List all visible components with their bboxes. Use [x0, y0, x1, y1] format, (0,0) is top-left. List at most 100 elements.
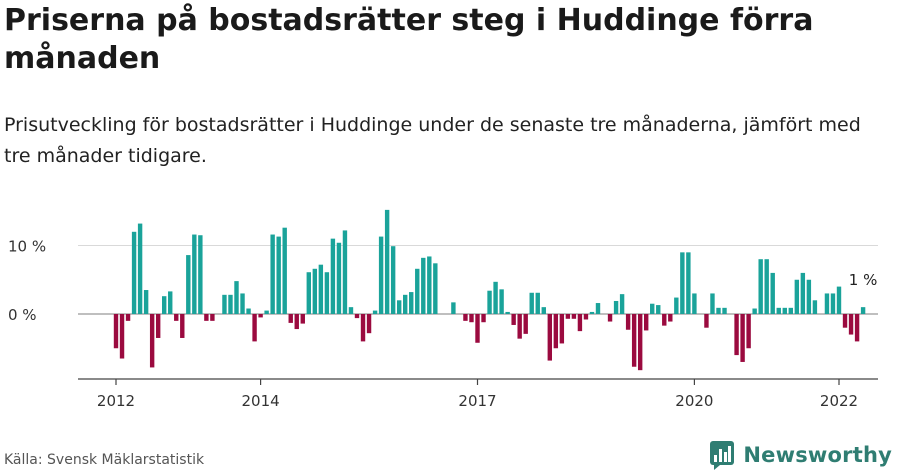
bar	[469, 314, 474, 323]
source-note: Källa: Svensk Mäklarstatistik	[4, 452, 205, 468]
y-tick-label: 0 %	[8, 306, 37, 324]
bar	[644, 314, 649, 331]
bar	[577, 314, 583, 332]
bar	[517, 314, 522, 339]
bar	[131, 231, 137, 314]
bar	[806, 279, 812, 314]
bar	[493, 281, 498, 315]
bar	[499, 289, 504, 314]
bar	[559, 314, 565, 344]
bar	[668, 314, 673, 322]
bar	[258, 314, 263, 318]
axis-layer	[78, 378, 878, 385]
bar	[427, 256, 432, 314]
chart-title: Priserna på bostadsrätter steg i Hudding…	[4, 3, 814, 76]
bar	[848, 314, 854, 335]
bar	[276, 236, 281, 314]
bar	[565, 314, 571, 319]
bar	[324, 272, 330, 314]
bar	[505, 311, 510, 314]
bar	[776, 307, 781, 314]
bar	[812, 300, 818, 314]
bar	[571, 314, 577, 319]
bar	[854, 314, 860, 342]
grid-layer	[78, 245, 878, 315]
x-tick-label: 2017	[458, 392, 496, 410]
bar	[342, 230, 348, 314]
bar	[228, 294, 233, 314]
bar	[734, 314, 739, 356]
bar	[192, 234, 197, 314]
bar	[686, 252, 691, 314]
bar	[541, 307, 546, 314]
bar	[746, 314, 751, 349]
newsworthy-icon	[710, 441, 735, 470]
bar	[860, 307, 866, 314]
bar	[842, 314, 848, 328]
bar	[403, 294, 408, 314]
bar	[595, 303, 601, 314]
bar	[149, 314, 155, 368]
bar	[240, 293, 245, 314]
bar	[722, 307, 727, 314]
bar	[583, 314, 589, 320]
bar	[752, 308, 757, 314]
bar	[607, 314, 613, 322]
bar	[300, 314, 305, 324]
bar	[354, 314, 360, 319]
bar	[162, 296, 167, 314]
bar	[770, 272, 775, 314]
bar-chart: 0 % 10 % 2012 2014 2017 2020 2022 1 %	[8, 209, 878, 411]
bar	[137, 223, 143, 314]
bar	[740, 314, 745, 362]
bar	[547, 314, 552, 361]
bar	[180, 314, 185, 338]
bars-layer	[113, 209, 866, 371]
labels-layer: 0 % 10 % 2012 2014 2017 2020 2022 1 %	[8, 238, 877, 411]
bar	[764, 259, 769, 314]
bar	[637, 314, 643, 371]
chart-subtitle: Prisutveckling för bostadsrätter i Huddi…	[4, 114, 861, 167]
bar	[680, 252, 685, 314]
bar	[758, 259, 763, 314]
bar	[421, 257, 426, 314]
bar	[782, 307, 787, 314]
bar	[288, 314, 293, 323]
bar	[650, 303, 655, 314]
bar	[168, 291, 173, 314]
last-value-label: 1 %	[849, 271, 878, 289]
bar	[704, 314, 709, 328]
bar	[336, 242, 342, 314]
bar	[553, 314, 559, 349]
bar	[800, 272, 806, 314]
bar	[234, 281, 239, 314]
bar	[252, 314, 257, 342]
bar	[312, 268, 318, 314]
bar	[204, 314, 209, 321]
bar	[396, 300, 402, 314]
bar	[631, 314, 637, 367]
bar	[372, 310, 378, 314]
bar	[716, 307, 721, 314]
bar	[487, 290, 492, 314]
bar	[625, 314, 631, 330]
bar	[433, 263, 438, 314]
bar	[294, 314, 299, 330]
bar	[409, 292, 414, 314]
bar	[198, 235, 203, 314]
bar	[451, 302, 456, 314]
bar	[523, 314, 528, 334]
bar	[270, 234, 275, 314]
bar	[330, 238, 336, 314]
bar	[264, 310, 269, 314]
bar	[246, 308, 251, 314]
bar	[613, 300, 619, 314]
bar	[788, 307, 793, 314]
bar	[662, 314, 667, 326]
bar	[710, 293, 715, 314]
bar	[529, 292, 534, 314]
bar	[830, 293, 836, 314]
brand-name: Newsworthy	[743, 443, 892, 467]
bar	[824, 293, 830, 314]
x-tick-label: 2022	[820, 392, 858, 410]
